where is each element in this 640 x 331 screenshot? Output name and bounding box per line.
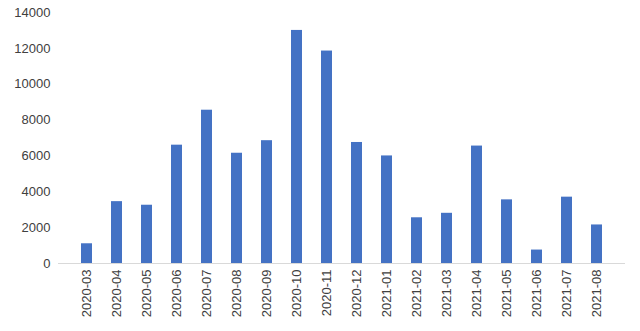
svg-text:2021-04: 2021-04 xyxy=(469,270,484,318)
svg-text:14000: 14000 xyxy=(14,5,50,20)
svg-text:2020-12: 2020-12 xyxy=(349,270,364,318)
svg-text:2021-05: 2021-05 xyxy=(499,270,514,318)
svg-text:12000: 12000 xyxy=(14,41,50,56)
svg-text:4000: 4000 xyxy=(22,184,51,199)
svg-text:2020-05: 2020-05 xyxy=(139,270,154,318)
svg-text:0: 0 xyxy=(43,256,50,271)
svg-text:10000: 10000 xyxy=(14,76,50,91)
svg-text:6000: 6000 xyxy=(22,148,51,163)
svg-text:2020-08: 2020-08 xyxy=(229,270,244,318)
svg-text:2020-04: 2020-04 xyxy=(109,270,124,318)
svg-text:2020-09: 2020-09 xyxy=(259,270,274,318)
svg-text:2021-06: 2021-06 xyxy=(529,270,544,318)
svg-text:2021-07: 2021-07 xyxy=(559,270,574,318)
svg-text:2020-06: 2020-06 xyxy=(169,270,184,318)
svg-text:2020-03: 2020-03 xyxy=(79,270,94,318)
svg-text:2020-11: 2020-11 xyxy=(319,270,334,317)
svg-text:8000: 8000 xyxy=(22,112,51,127)
svg-text:2021-08: 2021-08 xyxy=(589,270,604,318)
svg-text:2020-10: 2020-10 xyxy=(289,270,304,318)
svg-text:2021-01: 2021-01 xyxy=(379,270,394,318)
svg-text:2000: 2000 xyxy=(22,220,51,235)
svg-text:2020-07: 2020-07 xyxy=(199,270,214,318)
svg-text:2021-03: 2021-03 xyxy=(439,270,454,318)
svg-text:2021-02: 2021-02 xyxy=(409,270,424,318)
